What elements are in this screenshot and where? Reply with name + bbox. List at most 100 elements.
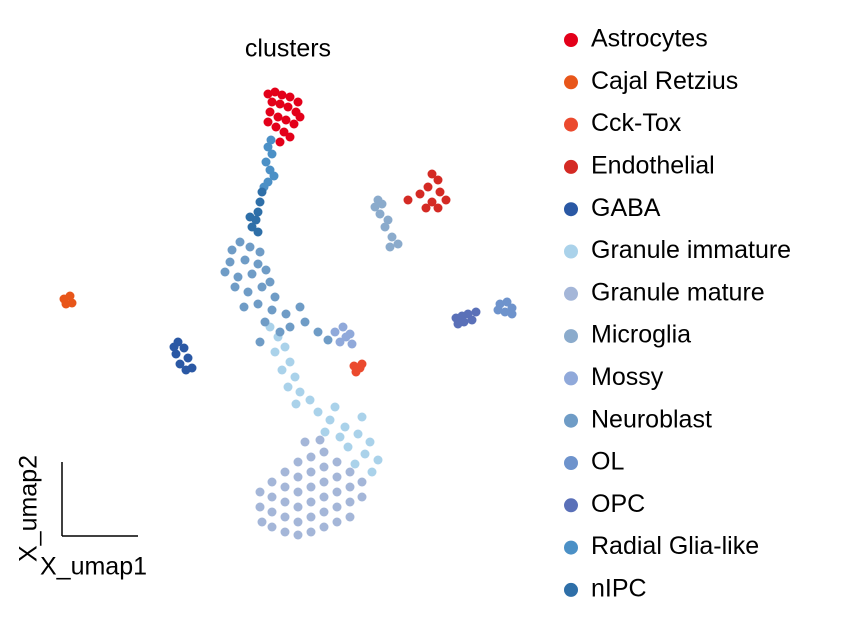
point — [267, 477, 277, 487]
point — [306, 482, 316, 492]
point — [263, 117, 273, 127]
point — [493, 305, 503, 315]
point — [265, 107, 275, 117]
point — [280, 527, 290, 537]
point — [183, 353, 193, 363]
point — [315, 435, 325, 445]
point — [387, 232, 397, 242]
point — [441, 195, 451, 205]
point — [313, 407, 323, 417]
point — [293, 530, 303, 540]
point — [320, 427, 330, 437]
point — [267, 492, 277, 502]
point — [507, 309, 517, 319]
point — [353, 429, 363, 439]
point — [263, 142, 273, 152]
point — [280, 512, 290, 522]
point — [345, 512, 355, 522]
point — [467, 315, 477, 325]
point — [257, 187, 267, 197]
point — [357, 412, 367, 422]
point — [347, 339, 357, 349]
point — [306, 512, 316, 522]
legend-label: nIPC — [591, 575, 647, 603]
point — [285, 357, 295, 367]
point — [263, 89, 273, 99]
point — [243, 287, 253, 297]
point — [453, 319, 463, 329]
point — [365, 437, 375, 447]
legend-label: Mossy — [591, 363, 664, 391]
point — [169, 342, 179, 352]
legend-marker — [564, 75, 578, 90]
point — [360, 449, 370, 459]
point — [270, 292, 280, 302]
point — [293, 472, 303, 482]
point — [295, 387, 305, 397]
point — [393, 239, 403, 249]
point — [332, 472, 342, 482]
point — [319, 522, 329, 532]
point — [351, 367, 361, 377]
point — [306, 452, 316, 462]
point — [332, 502, 342, 512]
point — [280, 467, 290, 477]
point — [330, 402, 340, 412]
point — [471, 307, 481, 317]
legend-marker — [564, 413, 578, 428]
point — [280, 497, 290, 507]
point — [253, 299, 263, 309]
legend-marker — [564, 244, 578, 259]
point — [233, 272, 243, 282]
point — [300, 437, 310, 447]
point — [383, 215, 393, 225]
point — [370, 202, 380, 212]
point — [275, 137, 285, 147]
point — [427, 169, 437, 179]
point — [266, 135, 276, 145]
point — [319, 447, 329, 457]
point — [293, 487, 303, 497]
point — [65, 291, 75, 301]
y-axis-label: X_umap2 — [15, 455, 43, 562]
legend-marker — [564, 371, 578, 386]
point — [275, 99, 285, 109]
point — [345, 467, 355, 477]
legend-marker — [564, 498, 578, 513]
point — [502, 297, 512, 307]
chart-title: clusters — [245, 35, 331, 63]
legend-marker — [564, 202, 578, 217]
point — [415, 189, 425, 199]
point — [255, 337, 265, 347]
point — [285, 322, 295, 332]
legend-label: GABA — [591, 194, 661, 222]
point — [338, 322, 348, 332]
legend-label: Endothelial — [591, 152, 715, 180]
point — [293, 502, 303, 512]
point — [319, 477, 329, 487]
point — [277, 90, 287, 100]
point — [285, 92, 295, 102]
point — [240, 255, 250, 265]
point — [357, 359, 367, 369]
point — [427, 197, 437, 207]
point — [306, 467, 316, 477]
point — [171, 349, 181, 359]
point — [257, 517, 267, 527]
point — [247, 222, 257, 232]
point — [245, 212, 255, 222]
point — [330, 327, 340, 337]
point — [227, 245, 237, 255]
point — [343, 442, 353, 452]
point — [335, 432, 345, 442]
point — [175, 359, 185, 369]
point — [281, 115, 291, 125]
point — [270, 347, 280, 357]
point — [283, 382, 293, 392]
legend-marker — [564, 540, 578, 555]
point — [273, 112, 283, 122]
point — [279, 127, 289, 137]
point — [295, 302, 305, 312]
legend-label: OPC — [591, 490, 645, 518]
point — [285, 132, 295, 142]
